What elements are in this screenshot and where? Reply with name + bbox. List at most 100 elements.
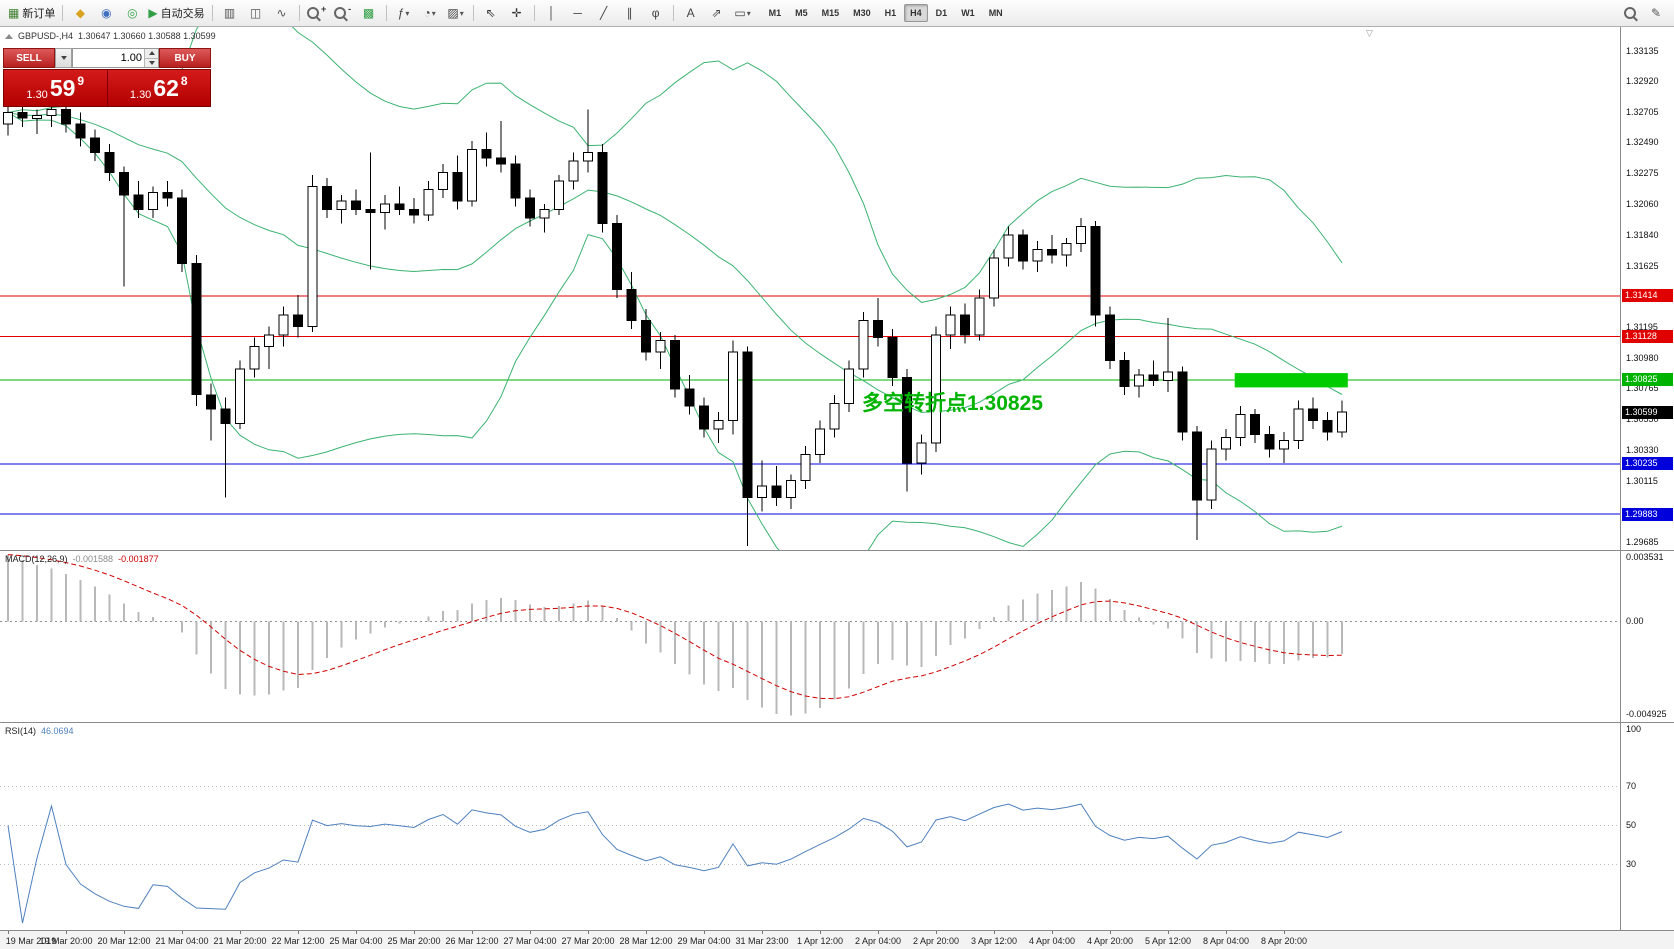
text-tool-icon[interactable]: A — [679, 3, 703, 23]
timeframe-m15-button[interactable]: M15 — [821, 8, 840, 18]
timeframe-m5-button[interactable]: M5 — [795, 8, 808, 18]
timeframe-w1-button[interactable]: W1 — [961, 8, 975, 18]
timeframe-d1-button[interactable]: D1 — [935, 8, 948, 18]
channel-icon[interactable]: ∥ — [618, 3, 642, 23]
market-watch-icon[interactable]: ◉ — [94, 3, 118, 23]
time-tick — [1110, 931, 1111, 934]
volume-box — [72, 48, 159, 68]
price-tick: 1.30550 — [1626, 414, 1659, 424]
arrow-tool-icon[interactable]: ⇗ — [705, 3, 729, 23]
chart-shift-marker[interactable]: ▽ — [1366, 28, 1373, 38]
buy-price-pip: 8 — [180, 74, 188, 88]
candle-body — [1105, 314, 1115, 361]
candle-body — [481, 149, 492, 159]
news-icon-glyph: ◎ — [127, 6, 138, 20]
shapes-icon[interactable]: ▭ ▾ — [731, 3, 755, 23]
bar-chart-icon-glyph: ▥ — [223, 6, 236, 20]
order-options-dropdown[interactable] — [55, 48, 72, 68]
sell-price-main: 59 — [49, 74, 76, 101]
sell-price-button[interactable]: 1.30 59 9 — [4, 70, 107, 106]
price-tick: 1.31195 — [1626, 322, 1658, 332]
timeframe-h4-button[interactable]: H4 — [904, 4, 928, 22]
templates-icon[interactable]: ▨ ▾ — [444, 3, 468, 23]
volume-up-button[interactable] — [145, 49, 158, 59]
zoom-out-icon[interactable]: - — [331, 3, 355, 23]
trendline-icon[interactable]: ╱ — [592, 3, 616, 23]
candle-body — [626, 288, 637, 322]
periods-icon[interactable]: ◔ ▾ — [418, 3, 442, 23]
ohlc-values: 1.30647 1.30660 1.30588 1.30599 — [78, 31, 216, 41]
timeframe-h1-button[interactable]: H1 — [884, 8, 897, 18]
time-tick — [8, 931, 9, 934]
time-tick — [1052, 931, 1053, 934]
macd-axis-tick: 0.003531 — [1626, 552, 1664, 562]
new-order-glyph: ▦ — [8, 6, 20, 20]
rsi-axis-tick: 70 — [1626, 781, 1637, 791]
time-tick-label: 2 Apr 04:00 — [854, 936, 902, 946]
tile-windows-icon[interactable]: ▩ — [357, 3, 381, 23]
time-tick — [124, 931, 125, 934]
candle-body — [1192, 431, 1202, 501]
crosshair-icon-glyph: ✛ — [511, 6, 522, 20]
vertical-line-icon[interactable]: │ — [540, 3, 564, 23]
rsi-canvas[interactable] — [0, 723, 1620, 930]
sell-price-prefix: 1.30 — [26, 89, 48, 101]
buy-price-button[interactable]: 1.30 62 8 — [107, 70, 210, 106]
level-price-label: 1.31414 — [1622, 289, 1673, 302]
pivot-annotation-text[interactable]: 多空转折点1.30825 — [862, 392, 1043, 415]
edit-icon[interactable]: ✎ — [1644, 3, 1668, 23]
candle-body — [960, 314, 970, 336]
level-price-label: 1.30825 — [1622, 373, 1673, 386]
toolbar-right: ✎ — [1617, 3, 1669, 23]
horizontal-line-icon[interactable]: ─ — [566, 3, 590, 23]
chevron-down-icon — [148, 60, 155, 65]
candle-body — [394, 203, 405, 211]
zoom-in-icon[interactable]: + — [305, 3, 329, 23]
candle-body — [916, 442, 927, 464]
timeframe-m30-button[interactable]: M30 — [853, 8, 871, 18]
price-tick: 1.32920 — [1626, 76, 1659, 86]
bar-chart-icon[interactable]: ▥ — [218, 3, 242, 23]
indicators-icon[interactable]: ƒ ▾ — [392, 3, 416, 23]
line-chart-icon-glyph: ∿ — [276, 6, 287, 20]
main-chart-canvas[interactable] — [0, 27, 1620, 550]
chevron-down-icon: ▾ — [431, 8, 436, 18]
price-tick: 1.32490 — [1626, 137, 1659, 147]
news-icon[interactable]: ◎ — [120, 3, 144, 23]
chevron-up-icon — [148, 51, 155, 56]
crosshair-icon[interactable]: ✛ — [505, 3, 529, 23]
time-axis[interactable]: 19 Mar 2019 19 Mar 20:00 20 Mar 12:00 21 Ma… — [0, 930, 1674, 949]
line-chart-icon[interactable]: ∿ — [270, 3, 294, 23]
price-axis[interactable]: 1.33135 1.32920 1.32705 1.32490 1.32275 1.320… — [1621, 27, 1674, 930]
timeframe-m1-button[interactable]: M1 — [768, 8, 782, 18]
rsi-axis-tick: 100 — [1626, 724, 1642, 734]
trendline-icon-glyph: ╱ — [599, 6, 608, 20]
macd-canvas[interactable] — [0, 551, 1620, 722]
candle-body — [670, 340, 680, 390]
price-tick: 1.31840 — [1626, 230, 1659, 240]
time-tick-label: 22 Mar 12:00 — [271, 936, 325, 946]
candle-body — [641, 320, 651, 353]
new-order-button[interactable]: ▦ 新订单 — [6, 3, 57, 23]
volume-input[interactable] — [73, 49, 144, 67]
time-tick-label: 28 Mar 12:00 — [619, 936, 673, 946]
sell-button[interactable]: SELL — [3, 48, 55, 68]
rsi-name: RSI(14) — [5, 726, 37, 736]
candlestick-chart-icon[interactable]: ◫ — [244, 3, 268, 23]
time-tick — [820, 931, 821, 934]
search-icon[interactable] — [1618, 3, 1642, 23]
candle-body — [278, 314, 289, 336]
fibonacci-icon[interactable]: φ — [644, 3, 668, 23]
one-click-collapse-icon[interactable] — [5, 33, 13, 39]
fibonacci-icon-glyph: φ — [651, 6, 660, 20]
rsi-line — [7, 803, 1343, 924]
auto-trading-button[interactable]: ▶ 自动交易 — [146, 3, 206, 23]
alerts-icon[interactable]: ◆ — [68, 3, 92, 23]
volume-down-button[interactable] — [145, 58, 158, 67]
toolbar-left: ▦ 新订单 ◆ ◉ ◎ ▶ 自动交易 ▥ ◫ ∿ + - ▩ ƒ ▾ ◔ ▾ ▨ ▾ ⇖ ✛ │ ─ ╱ ∥ φ A ⇗ ▭ ▾ — [5, 3, 756, 23]
bollinger-upper-band — [7, 27, 1343, 303]
timeframe-mn-button[interactable]: MN — [988, 8, 1003, 18]
buy-button[interactable]: BUY — [159, 48, 211, 68]
cursor-icon[interactable]: ⇖ — [479, 3, 503, 23]
candle-body — [409, 209, 419, 216]
